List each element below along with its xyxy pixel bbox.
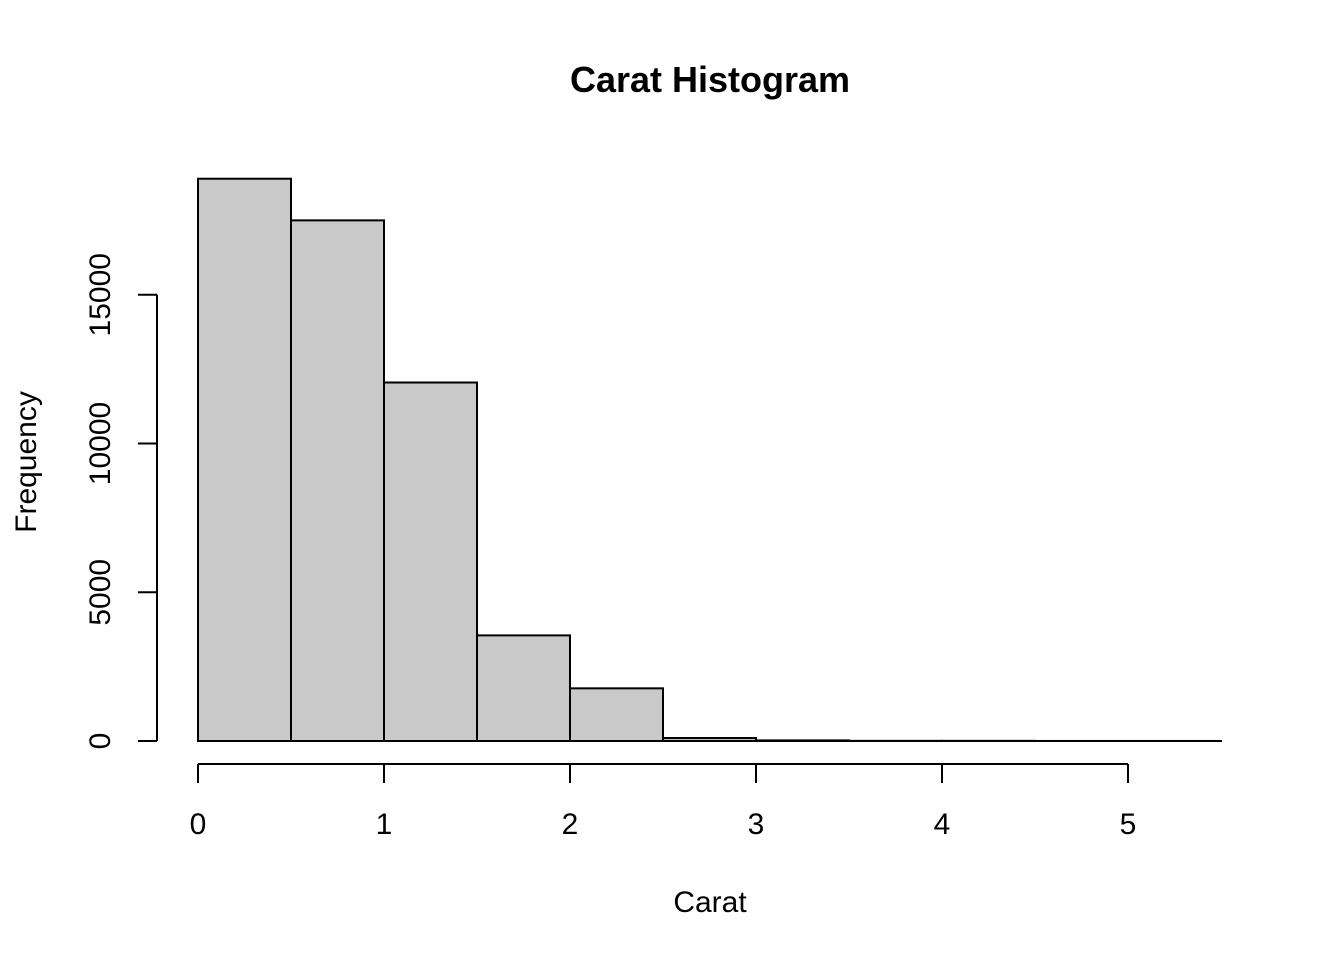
y-tick-label-1: 5000	[84, 559, 117, 626]
y-tick-label-0: 0	[84, 733, 117, 750]
x-tick-label-3: 3	[748, 808, 765, 841]
histogram-bar-0	[197, 177, 292, 743]
x-tick-label-0: 0	[190, 808, 207, 841]
y-axis: 0 5000 10000 15000	[84, 253, 158, 750]
histogram-bar-3	[476, 634, 571, 743]
x-tick-label-1: 1	[376, 808, 393, 841]
x-axis: 0 1 2 3 4 5	[190, 763, 1137, 841]
x-tick-label-5: 5	[1120, 808, 1137, 841]
y-tick-label-3: 15000	[84, 253, 117, 336]
x-tick-label-2: 2	[562, 808, 579, 841]
histogram-bar-5	[662, 737, 757, 743]
histogram-bar-2	[383, 381, 478, 742]
histogram-bar-6	[755, 739, 850, 743]
x-axis-label: Carat	[673, 886, 747, 919]
y-tick-label-2: 10000	[84, 402, 117, 485]
x-tick-label-4: 4	[934, 808, 951, 841]
bars-layer	[197, 177, 1222, 743]
chart-title: Carat Histogram	[570, 59, 850, 100]
y-axis-label: Frequency	[10, 391, 43, 533]
histogram-bar-1	[290, 219, 385, 742]
histogram-bar-4	[569, 687, 664, 743]
